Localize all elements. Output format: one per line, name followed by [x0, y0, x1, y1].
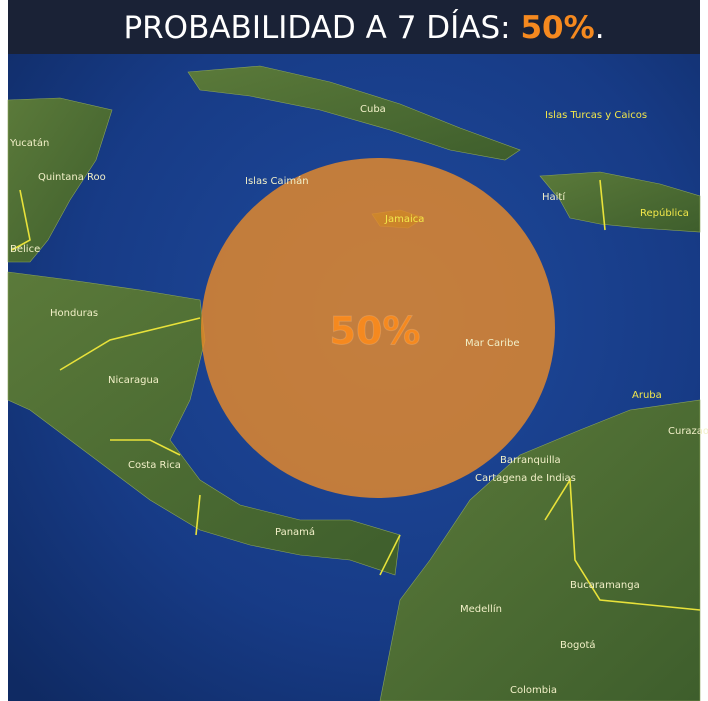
place-label: Medellín: [460, 603, 502, 615]
place-label: Quintana Roo: [38, 172, 106, 183]
place-label: Costa Rica: [128, 460, 181, 471]
place-label: Islas Caimán: [245, 175, 309, 187]
place-label: Barranquilla: [500, 455, 561, 466]
place-labels: Cuba Islas Turcas y Caicos Islas Caimán Jam…: [9, 104, 708, 696]
place-label: Haití: [542, 191, 566, 203]
place-label: Islas Turcas y Caicos: [545, 110, 647, 121]
place-label: Belice: [10, 244, 40, 255]
place-label: Jamaica: [384, 214, 424, 225]
place-label: República: [640, 207, 689, 219]
borders: [11, 179, 701, 611]
place-label: Colombia: [510, 685, 557, 696]
place-label: Cuba: [360, 104, 386, 115]
title-prefix: PROBABILIDAD A 7 DÍAS:: [123, 10, 520, 46]
title-value: 50%: [520, 10, 594, 46]
title: PROBABILIDAD A 7 DÍAS: 50%.: [123, 10, 604, 46]
place-label: Mar Caribe: [465, 338, 520, 349]
place-label: Bucaramanga: [570, 580, 640, 591]
place-label: Aruba: [632, 390, 662, 401]
place-label: Nicaragua: [108, 375, 159, 386]
place-label: Curazao: [668, 426, 708, 437]
place-label: Panamá: [275, 526, 315, 538]
land: [7, 65, 701, 701]
title-suffix: .: [595, 10, 605, 46]
place-label: Yucatán: [9, 137, 49, 149]
probability-area: [201, 158, 555, 498]
place-label: Honduras: [50, 308, 98, 319]
area-label: 50%: [330, 309, 421, 353]
place-label: Cartagena de Indias: [475, 473, 576, 484]
place-label: Bogotá: [560, 639, 596, 651]
title-bar: [8, 0, 700, 54]
